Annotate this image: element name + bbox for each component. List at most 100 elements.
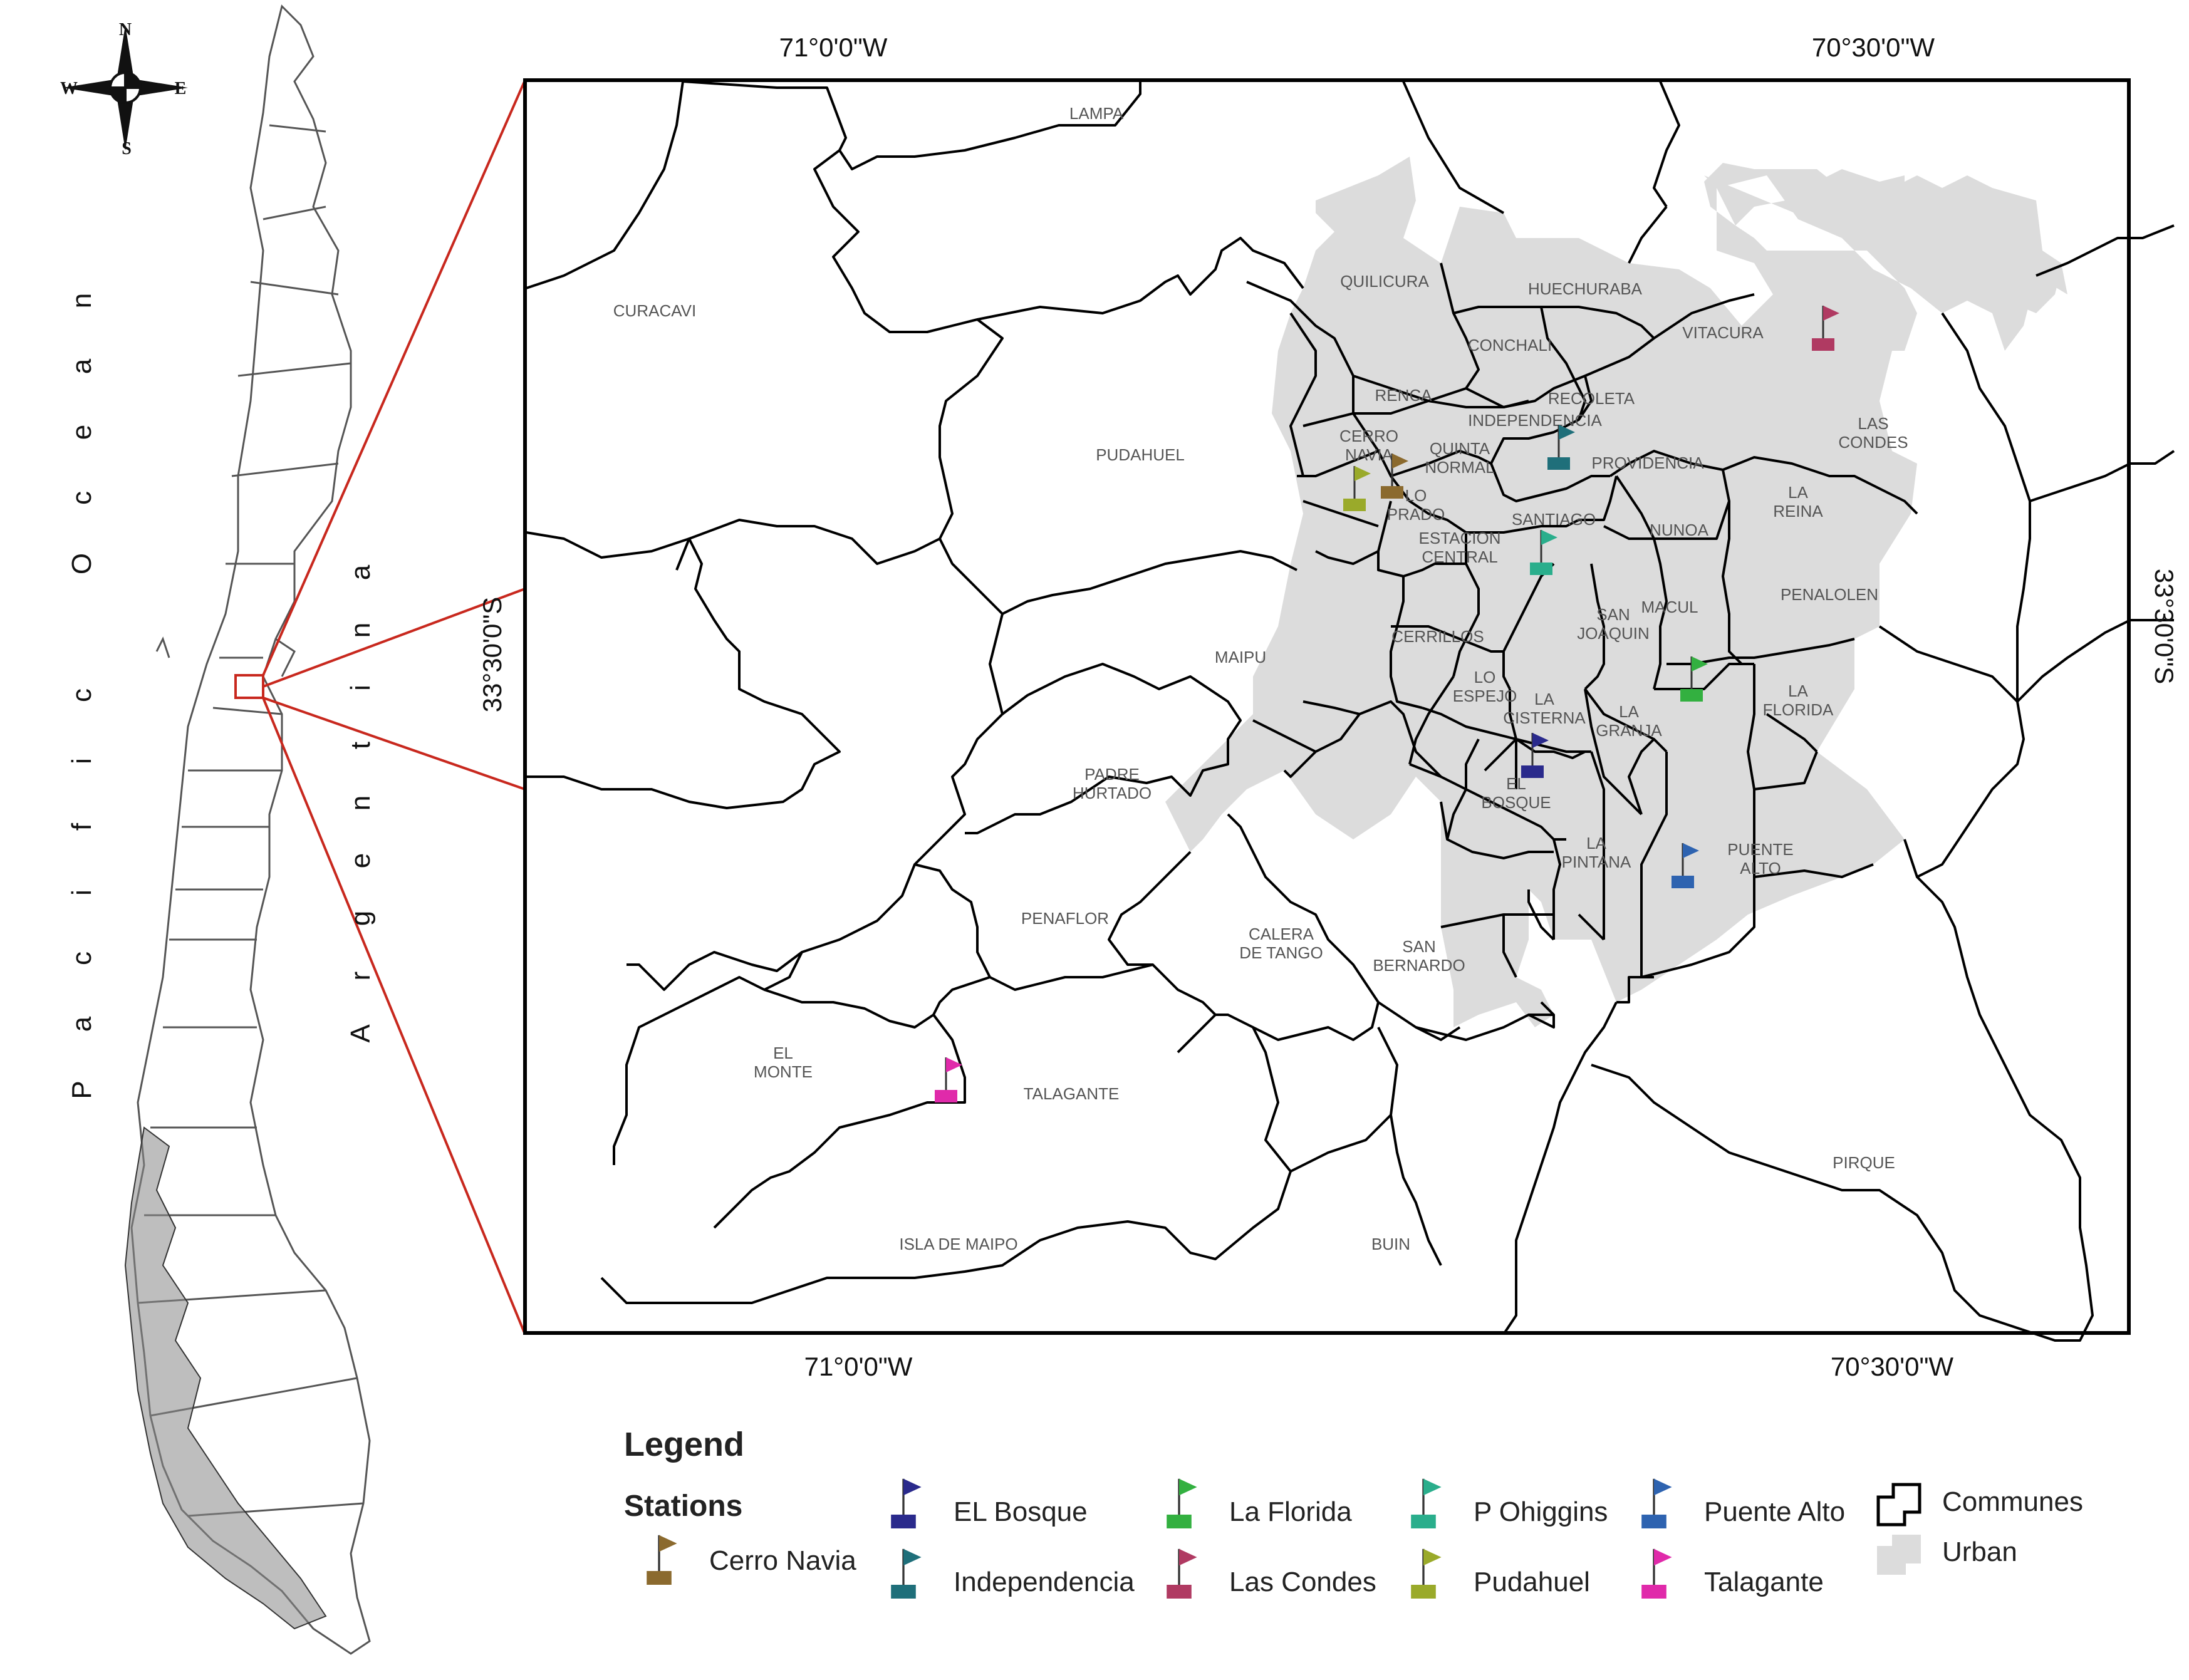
- commune-label: LA FLORIDA: [1763, 682, 1834, 719]
- zoom-lines: [262, 80, 526, 1335]
- commune-label: LO ESPEJO: [1453, 668, 1517, 705]
- commune-label: HUECHURABA: [1528, 279, 1643, 298]
- legend: Legend Stations Cerro Navia EL Bosque Inde…: [624, 1426, 2083, 1599]
- commune-label: SAN BERNARDO: [1373, 937, 1465, 975]
- commune-label-line: BERNARDO: [1373, 956, 1465, 975]
- commune-label: QUILICURA: [1340, 272, 1429, 291]
- commune-label: SAN JOAQUIN: [1577, 605, 1650, 643]
- legend-flag-icon: [891, 1548, 922, 1599]
- commune-label-line: RENCA: [1375, 386, 1432, 405]
- commune-label: RENCA: [1375, 386, 1432, 405]
- ocean-letter: P: [66, 1081, 97, 1099]
- commune-label: CURACAVI: [613, 301, 696, 320]
- commune-label-line: CERRILLOS: [1391, 627, 1484, 646]
- legend-station-label: P Ohiggins: [1474, 1496, 1608, 1527]
- commune-label-line: LA: [1788, 682, 1808, 700]
- ocean-letter: c: [66, 491, 97, 505]
- commune-label: PUENTE ALTO: [1727, 840, 1793, 878]
- legend-flag-icon: [647, 1535, 677, 1585]
- ocean-label: Pa c i f i c Oc e a n: [66, 293, 97, 1099]
- commune-label: LA REINA: [1773, 483, 1823, 521]
- legend-flag-icon: [1641, 1548, 1672, 1599]
- commune-label-line: ALTO: [1740, 859, 1781, 878]
- commune-label-line: LO: [1474, 668, 1496, 687]
- legend-station-list: Cerro Navia EL Bosque Independencia La Flor…: [647, 1478, 1845, 1599]
- coord-right-lat: 33°30'0"S: [2150, 569, 2179, 685]
- country-letter: g: [345, 911, 376, 926]
- commune-label: MACUL: [1641, 598, 1698, 616]
- ocean-letter: i: [66, 758, 97, 764]
- coord-bottom-right: 70°30'0"W: [1831, 1352, 1954, 1381]
- commune-label: VITACURA: [1682, 323, 1764, 342]
- country-letter: A: [345, 1024, 376, 1043]
- commune-label-line: RECOLETA: [1548, 389, 1635, 408]
- commune-label-line: SANTIAGO: [1512, 510, 1596, 529]
- commune-boundaries: [526, 80, 2175, 1342]
- ocean-letter: c: [66, 688, 97, 702]
- ocean-letter: c: [66, 951, 97, 965]
- commune-labels: LAMPA CURACAVI QUILICURA HUECHURABA VITACURA…: [613, 104, 1908, 1253]
- commune-label: LAS CONDES: [1838, 414, 1908, 452]
- commune-label-line: REINA: [1773, 502, 1823, 521]
- legend-station-label: Pudahuel: [1474, 1567, 1590, 1597]
- station-flag-icon: [935, 1057, 962, 1102]
- commune-label: ESTACION CENTRAL: [1419, 529, 1501, 566]
- legend-station-label: La Florida: [1229, 1496, 1352, 1527]
- legend-communes-label: Communes: [1942, 1486, 2083, 1517]
- commune-label-line: LO: [1405, 486, 1427, 505]
- commune-label-line: HUECHURABA: [1528, 279, 1643, 298]
- commune-label: LA CISTERNA: [1503, 690, 1586, 727]
- legend-flag-icon: [1641, 1478, 1672, 1528]
- commune-label-line: PIRQUE: [1833, 1153, 1895, 1172]
- commune-label-line: QUINTA: [1430, 439, 1490, 458]
- patagonia-islands: [124, 1126, 327, 1630]
- commune-label-line: QUILICURA: [1340, 272, 1429, 291]
- urban-area: [1165, 157, 2067, 1027]
- legend-station-label: Puente Alto: [1704, 1496, 1845, 1527]
- commune-label-line: NORMAL: [1425, 458, 1494, 477]
- ocean-letter: f: [66, 822, 97, 831]
- station-flag-icon: [1812, 306, 1839, 351]
- legend-flag-icon: [891, 1478, 922, 1528]
- inset-locator-box: [234, 674, 264, 699]
- commune-label-line: FLORIDA: [1763, 700, 1834, 719]
- station-flag-icon: [1680, 656, 1708, 702]
- commune-label: CONCHALI: [1468, 336, 1552, 355]
- legend-communes-icon: [1876, 1483, 1921, 1527]
- commune-label: PADRE HURTADO: [1073, 765, 1152, 802]
- commune-label: CALERA DE TANGO: [1239, 925, 1323, 962]
- commune-label-line: LA: [1534, 690, 1554, 708]
- legend-station-label: Independencia: [954, 1567, 1135, 1597]
- country-letter: i: [345, 685, 376, 691]
- commune-label: SANTIAGO: [1512, 510, 1596, 529]
- ocean-letter: n: [66, 293, 97, 308]
- legend-station-label: EL Bosque: [954, 1496, 1088, 1527]
- ocean-letter: a: [66, 358, 97, 374]
- station-markers: [935, 306, 1839, 1102]
- commune-label-line: LAS: [1858, 414, 1888, 433]
- coord-left-lat: 33°30'0"S: [477, 597, 507, 713]
- country-letter: r: [345, 972, 376, 981]
- compass-n: N: [119, 20, 132, 39]
- commune-label-line: PINTANA: [1562, 853, 1631, 871]
- commune-label-line: DE TANGO: [1239, 943, 1323, 962]
- station-flag-icon: [1530, 530, 1557, 575]
- commune-label-line: LA: [1619, 702, 1639, 721]
- commune-label-line: SAN: [1402, 937, 1435, 956]
- commune-label-line: GRANJA: [1596, 721, 1662, 740]
- legend-flag-icon: [1167, 1478, 1197, 1528]
- compass-e: E: [175, 79, 187, 98]
- commune-label-line: PENAFLOR: [1021, 909, 1109, 928]
- commune-label-line: JOAQUIN: [1577, 624, 1650, 643]
- legend-flag-icon: [1411, 1478, 1442, 1528]
- commune-label: PENALOLEN: [1781, 585, 1878, 604]
- commune-label: CERRO NAVIA: [1339, 427, 1398, 464]
- commune-label-line: LA: [1586, 834, 1606, 853]
- coord-top-right: 70°30'0"W: [1812, 33, 1935, 62]
- commune-label-line: ISLA DE MAIPO: [899, 1235, 1017, 1253]
- commune-label-line: CALERA: [1249, 925, 1314, 943]
- station-flag-icon: [1547, 425, 1575, 470]
- commune-label: CERRILLOS: [1391, 627, 1484, 646]
- station-flag-icon: [1343, 466, 1371, 511]
